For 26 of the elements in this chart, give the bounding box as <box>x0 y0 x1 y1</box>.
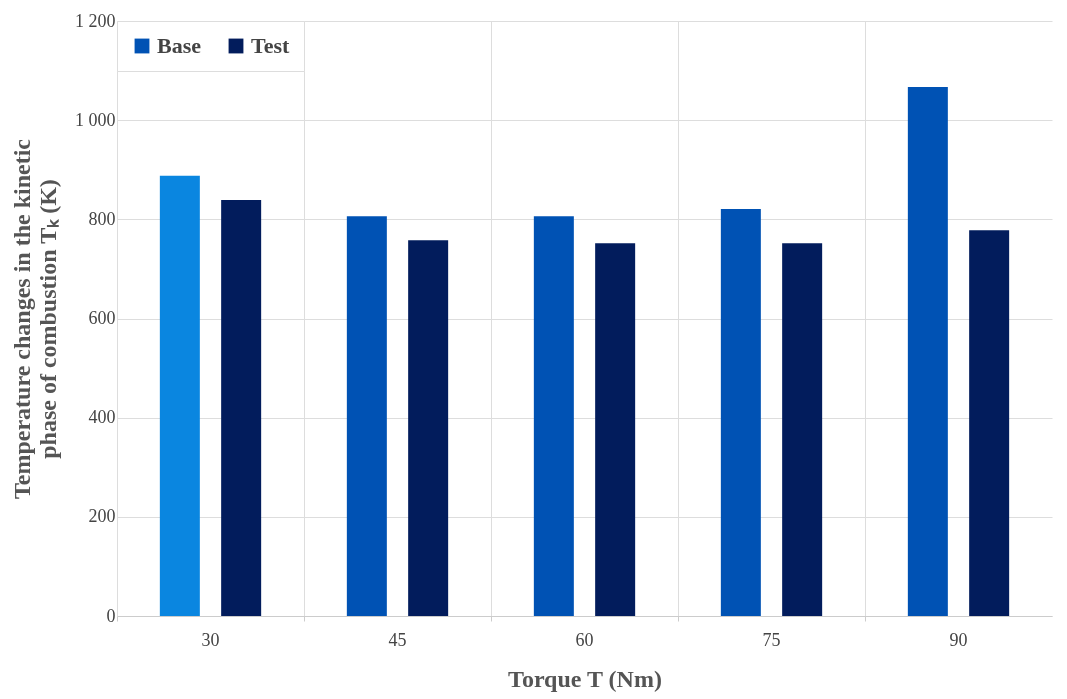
x-tick-label: 45 <box>388 629 407 650</box>
x-tick-label: 60 <box>575 629 594 650</box>
bar <box>969 230 1010 616</box>
legend-label: Test <box>251 33 290 58</box>
bar <box>533 216 574 616</box>
bar <box>346 216 387 616</box>
bar <box>159 175 200 616</box>
y-tick-label: 1 200 <box>75 10 116 31</box>
bar <box>720 208 761 616</box>
x-tick-label: 90 <box>949 629 968 650</box>
y-tick-label: 200 <box>88 506 116 527</box>
y-tick-label: 0 <box>106 605 116 626</box>
y-tick-label: 600 <box>88 308 116 328</box>
bar <box>595 243 636 616</box>
legend-label: Base <box>157 33 202 58</box>
y-tick-label: 400 <box>88 407 116 428</box>
y-tick-label: 1 000 <box>75 109 116 130</box>
bar <box>408 240 449 616</box>
bar <box>907 86 948 616</box>
y-tick-label: 800 <box>88 208 116 229</box>
bar <box>782 243 823 616</box>
x-tick-label: 30 <box>201 629 220 650</box>
x-axis-title: Torque T (Nm) <box>508 665 662 692</box>
y-axis-title: Temperature changes in the kinetic phase of combustion Tₖ (K) <box>9 138 61 499</box>
bar <box>221 200 262 616</box>
x-tick-label: 75 <box>762 629 781 650</box>
